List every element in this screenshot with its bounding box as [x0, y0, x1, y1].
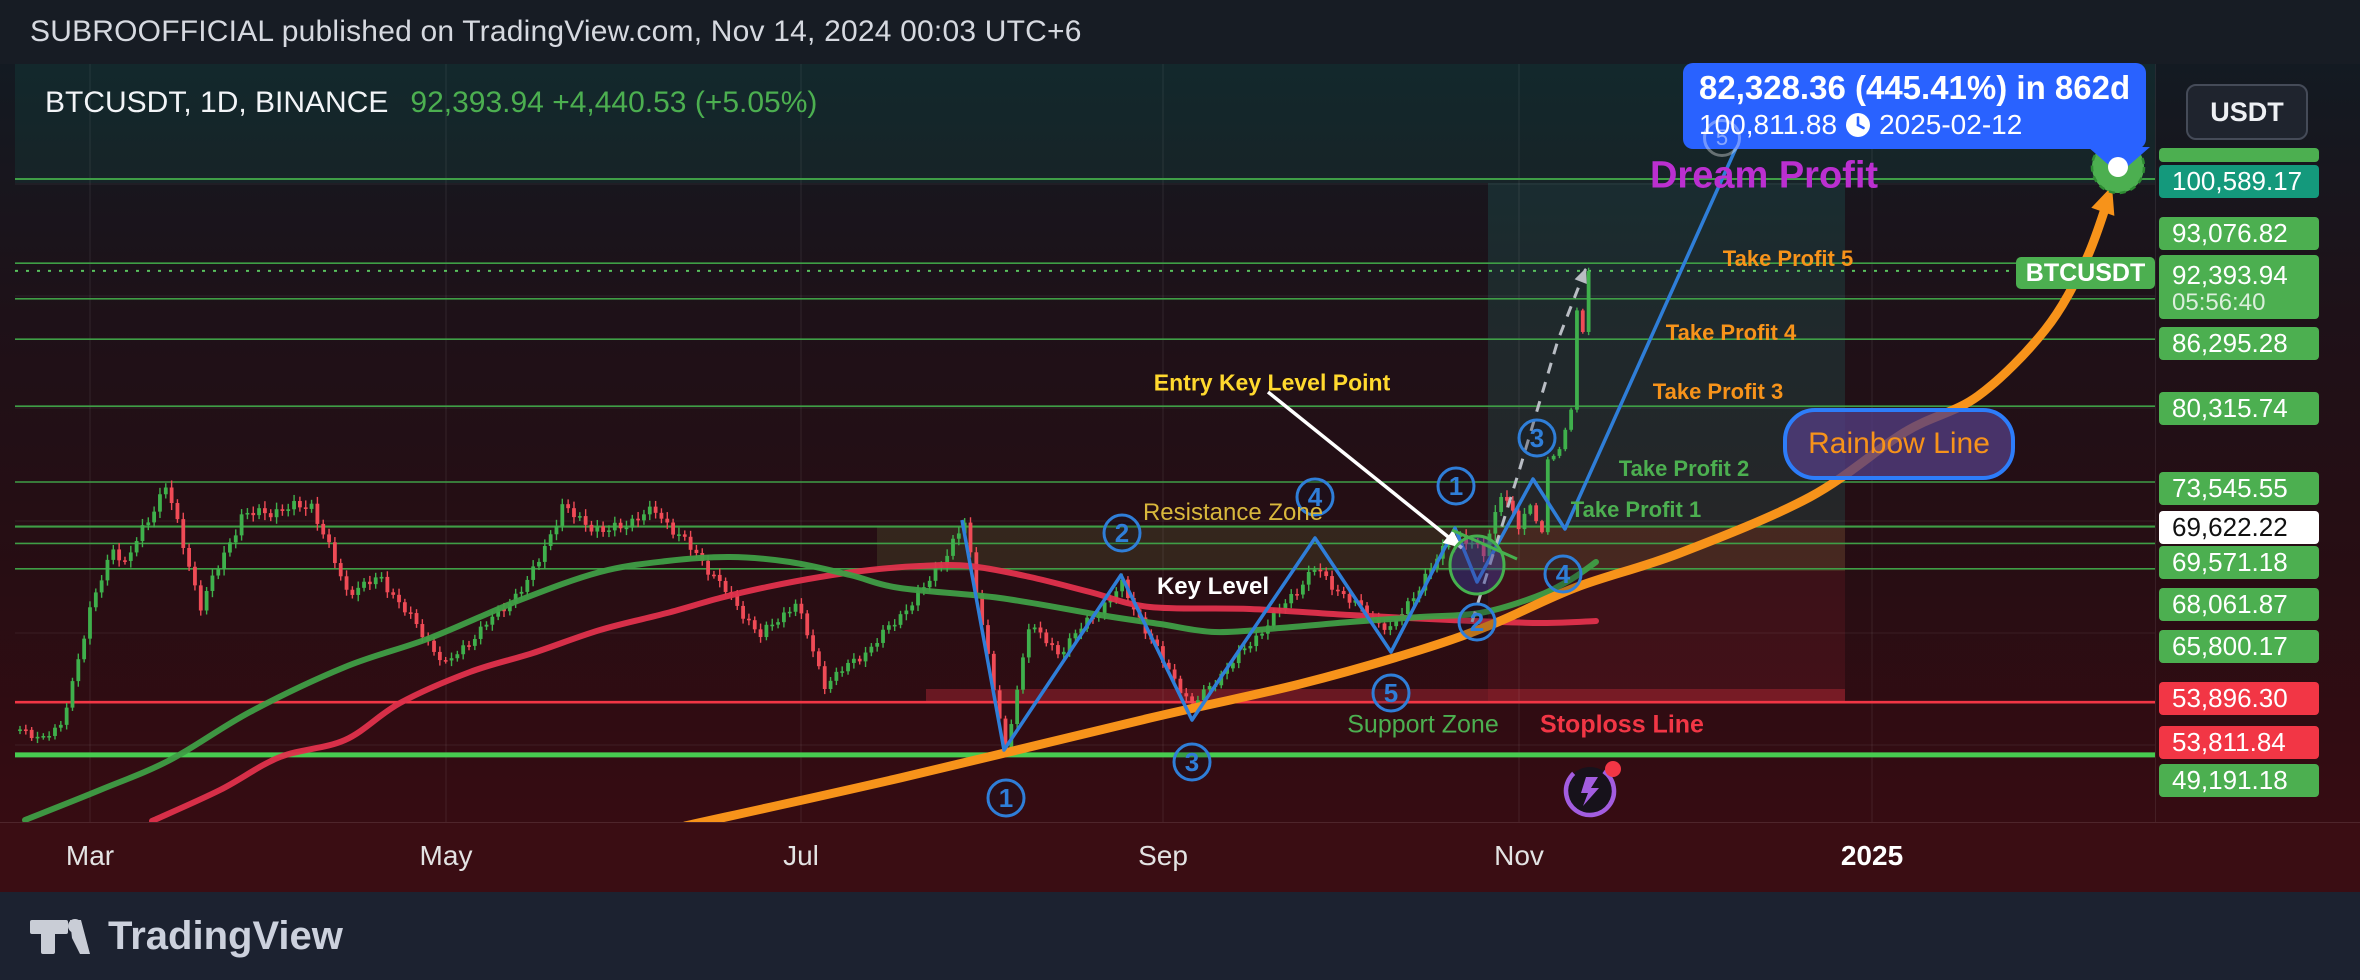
wave-1-badge: 1 — [1436, 466, 1476, 506]
wave-3-badge: 3 — [1517, 418, 1557, 458]
elliott-zigzag-line[interactable] — [960, 127, 1747, 752]
price-label: 49,191.18 — [2159, 764, 2319, 797]
support-label: Support Zone — [1347, 710, 1499, 739]
price-label: 100,589.17 — [2159, 165, 2319, 198]
price-label: 53,896.30 — [2159, 682, 2319, 715]
price-label: 68,061.87 — [2159, 588, 2319, 621]
tradingview-logo-icon — [30, 919, 90, 954]
dream-profit-label: Dream Profit — [1649, 154, 1879, 197]
price-label: 69,622.22 — [2159, 511, 2319, 544]
projection-target-date: 2025-02-12 — [1879, 109, 2023, 140]
tp1-label: Take Profit 1 — [1570, 497, 1702, 522]
svg-text:3: 3 — [1185, 747, 1199, 777]
stoploss-label: Stoploss Line — [1540, 710, 1704, 739]
ma-green-line — [22, 553, 1599, 822]
tradingview-brand-text: TradingView — [108, 913, 343, 958]
legend-symbol[interactable]: BTCUSDT, 1D, BINANCE — [45, 86, 389, 119]
price-label: 86,295.28 — [2159, 327, 2319, 360]
price-label: 80,315.74 — [2159, 392, 2319, 425]
resistance-label: Resistance Zone — [1142, 499, 1324, 526]
price-label-clipped — [2159, 148, 2319, 162]
chart-legend[interactable]: BTCUSDT, 1D, BINANCE 92,393.94 +4,440.53… — [45, 86, 817, 120]
time-label-nov: Nov — [1494, 840, 1544, 871]
price-label: 93,076.82 — [2159, 217, 2319, 250]
time-label-jul: Jul — [783, 840, 819, 871]
key-level-label: Key Level — [1156, 573, 1270, 600]
svg-text:4: 4 — [1556, 559, 1571, 589]
tp5-label: Take Profit 5 — [1722, 246, 1854, 271]
countdown-timer: 05:56:40 — [2172, 288, 2266, 316]
wave-1-badge: 1 — [986, 778, 1026, 818]
price-label: 53,811.84 — [2159, 726, 2319, 759]
entry-label: Entry Key Level Point — [1153, 369, 1391, 396]
svg-text:3: 3 — [1530, 423, 1544, 453]
price-label: 69,571.18 — [2159, 546, 2319, 579]
time-label-may: May — [419, 840, 473, 871]
svg-text:5: 5 — [1384, 678, 1398, 708]
ma-red-line — [149, 562, 1599, 822]
tradingview-logo-link[interactable]: TradingView — [28, 912, 343, 960]
entry-highlight-ellipse — [1448, 534, 1506, 596]
price-label: 65,800.17 — [2159, 630, 2319, 663]
time-label-sep: Sep — [1138, 840, 1188, 871]
rainbow-line-label: Rainbow Line — [1783, 408, 2015, 480]
price-label: 73,545.55 — [2159, 472, 2319, 505]
wave-2-badge: 2 — [1102, 513, 1142, 553]
tp2-label: Take Profit 2 — [1618, 456, 1750, 481]
svg-text:1: 1 — [999, 783, 1013, 813]
wave-5-badge: 5 — [1371, 673, 1411, 713]
wave-4-badge: 4 — [1543, 554, 1583, 594]
footer-bar: TradingView — [0, 892, 2360, 980]
projection-tooltip: 82,328.36 (445.41%) in 862d 100,811.88 2… — [1683, 63, 2150, 174]
target-anchor-dot — [2108, 157, 2128, 177]
clock-icon — [1846, 113, 1871, 137]
lightning-icon[interactable] — [1557, 758, 1624, 825]
legend-price-change: 92,393.94 +4,440.53 (+5.05%) — [410, 86, 818, 119]
publish-header: SUBROOFFICIAL published on TradingView.c… — [0, 0, 2360, 64]
entry-pointer-arrow — [1266, 390, 1464, 550]
tp3-label: Take Profit 3 — [1652, 379, 1784, 404]
tp4-label: Take Profit 4 — [1665, 320, 1797, 345]
price-label: 92,393.94 05:56:40 — [2159, 255, 2319, 319]
svg-text:4: 4 — [1308, 482, 1323, 512]
wave-3-badge: 3 — [1172, 742, 1212, 782]
symbol-price-tag: BTCUSDT — [2016, 257, 2155, 289]
time-label-2025: 2025 — [1840, 840, 1904, 871]
price-scale[interactable]: 100,589.17 93,076.82 92,393.94 05:56:40 86,2… — [2155, 64, 2360, 822]
zone-overlay — [926, 689, 1845, 702]
publish-header-text: SUBROOFFICIAL published on TradingView.c… — [30, 15, 1082, 48]
wave-2-badge: 2 — [1457, 602, 1497, 642]
svg-text:1: 1 — [1449, 471, 1463, 501]
usdt-currency-button[interactable]: USDT — [2186, 84, 2308, 140]
svg-text:2: 2 — [1115, 518, 1129, 548]
time-label-mar: Mar — [65, 840, 115, 871]
svg-text:2: 2 — [1470, 607, 1484, 637]
wave-4-badge: 4 — [1295, 477, 1335, 517]
time-scale[interactable]: Mar May Jul Sep Nov 2025 — [0, 822, 2360, 893]
projection-move-text: 82,328.36 (445.41%) in 862d — [1699, 69, 2131, 106]
wave-5-ghost-label: 5 — [1703, 119, 1741, 157]
